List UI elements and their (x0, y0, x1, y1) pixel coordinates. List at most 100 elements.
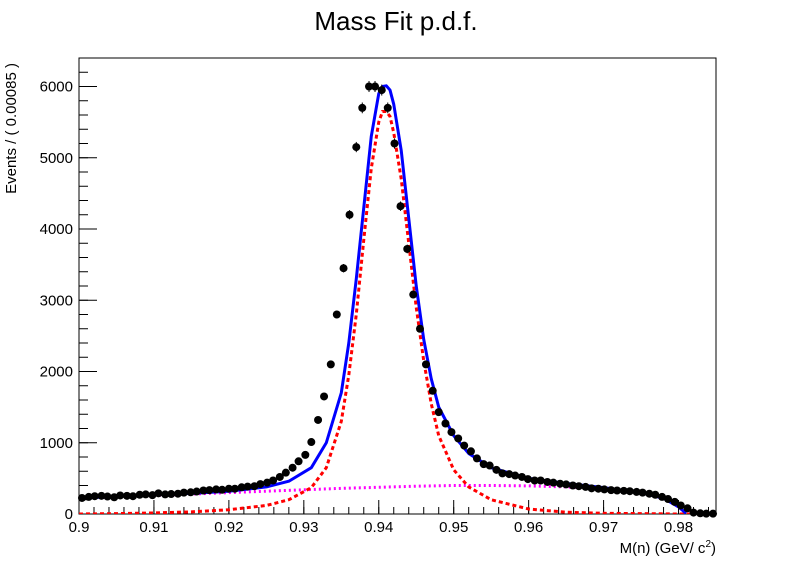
data-point (122, 491, 131, 500)
data-point (505, 470, 514, 479)
y-tick-label: 5000 (40, 150, 73, 167)
data-point (90, 492, 99, 501)
total-fit-line (79, 84, 687, 514)
data-point (358, 103, 367, 112)
x-axis-label-close: ) (711, 540, 716, 557)
data-point (587, 484, 596, 493)
data-point (269, 476, 278, 485)
data-point (199, 486, 208, 495)
data-point (97, 491, 106, 500)
data-point (212, 485, 221, 494)
data-point (421, 360, 430, 369)
data-point (218, 485, 227, 494)
data-point (179, 488, 188, 497)
data-point (237, 483, 246, 492)
x-tick-label: 0.96 (514, 519, 543, 536)
data-point (447, 428, 456, 437)
y-tick-label: 1000 (40, 435, 73, 452)
data-point (549, 478, 558, 487)
data-point (371, 82, 380, 91)
data-point (613, 486, 622, 495)
data-point (154, 489, 163, 498)
x-tick-label: 0.98 (664, 519, 693, 536)
data-point (645, 489, 654, 498)
data-point (441, 419, 450, 428)
data-point (307, 438, 316, 447)
chart-title: Mass Fit p.d.f. (314, 6, 477, 36)
data-point (116, 491, 125, 500)
data-point (224, 484, 233, 493)
data-point (205, 486, 214, 495)
data-point (110, 493, 119, 502)
y-axis: 0 1000 2000 3000 4000 5000 6000 (40, 57, 97, 523)
data-point (377, 86, 386, 95)
data-point (103, 492, 112, 501)
data-point (664, 495, 673, 504)
data-point (314, 415, 323, 424)
x-tick-label: 0.94 (364, 519, 393, 536)
y-tick-label: 6000 (40, 79, 73, 96)
x-tick-label: 0.95 (439, 519, 468, 536)
x-tick-label: 0.93 (289, 519, 318, 536)
data-point (339, 264, 348, 273)
y-axis-label: Events / ( 0.00085 ) (3, 63, 20, 194)
data-point (332, 310, 341, 319)
data-point (365, 82, 374, 91)
data-point (396, 202, 405, 211)
data-point (77, 493, 86, 502)
data-point (128, 492, 137, 501)
data-point (556, 479, 565, 488)
data-point (135, 490, 144, 499)
data-point (383, 103, 392, 112)
data-point (243, 482, 252, 491)
data-point (651, 490, 660, 499)
data-point (574, 482, 583, 491)
x-tick-label: 0.9 (69, 519, 90, 536)
data-point (472, 454, 481, 463)
data-point (511, 471, 520, 480)
data-point (523, 475, 532, 484)
data-point (676, 501, 685, 510)
data-point (492, 465, 501, 474)
data-point (326, 360, 335, 369)
data-point (619, 486, 628, 495)
data-point (562, 480, 571, 489)
x-tick-label: 0.97 (589, 519, 618, 536)
data-point (689, 508, 698, 517)
data-point (466, 447, 475, 456)
data-point (485, 461, 494, 470)
data-point (301, 450, 310, 459)
data-point (530, 476, 539, 485)
y-tick-label: 3000 (40, 292, 73, 309)
data-point (148, 491, 157, 500)
data-point (186, 488, 195, 497)
data-point (568, 481, 577, 490)
data-point (428, 386, 437, 395)
y-tick-label: 4000 (40, 221, 73, 238)
data-point (288, 463, 297, 472)
data-point (683, 504, 692, 513)
data-point (536, 476, 545, 485)
data-point (696, 509, 705, 518)
data-point (638, 488, 647, 497)
data-point (230, 484, 239, 493)
data-point (281, 468, 290, 477)
data-point (294, 457, 303, 466)
data-point (173, 489, 182, 498)
data-point (581, 482, 590, 491)
y-tick-label: 2000 (40, 364, 73, 381)
data-point (409, 290, 418, 299)
data-point (460, 441, 469, 450)
data-point (141, 490, 150, 499)
data-point (161, 490, 170, 499)
x-tick-label: 0.91 (139, 519, 168, 536)
data-point (320, 392, 329, 401)
data-point (454, 434, 463, 443)
x-axis-label-superscript: 2 (705, 539, 711, 550)
data-point (434, 408, 443, 417)
data-point (275, 472, 284, 481)
data-point (607, 486, 616, 495)
data-point (498, 469, 507, 478)
data-point (709, 509, 718, 518)
